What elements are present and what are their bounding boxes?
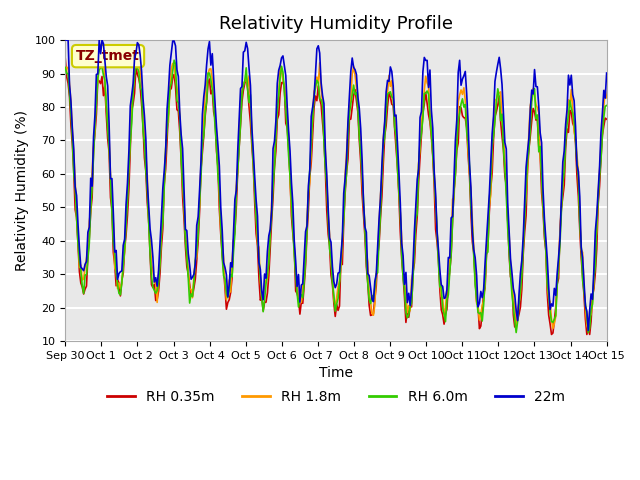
Text: TZ_tmet: TZ_tmet [76,49,140,63]
X-axis label: Time: Time [319,366,353,381]
Y-axis label: Relativity Humidity (%): Relativity Humidity (%) [15,110,29,271]
Legend: RH 0.35m, RH 1.8m, RH 6.0m, 22m: RH 0.35m, RH 1.8m, RH 6.0m, 22m [101,384,571,409]
Title: Relativity Humidity Profile: Relativity Humidity Profile [219,15,453,33]
